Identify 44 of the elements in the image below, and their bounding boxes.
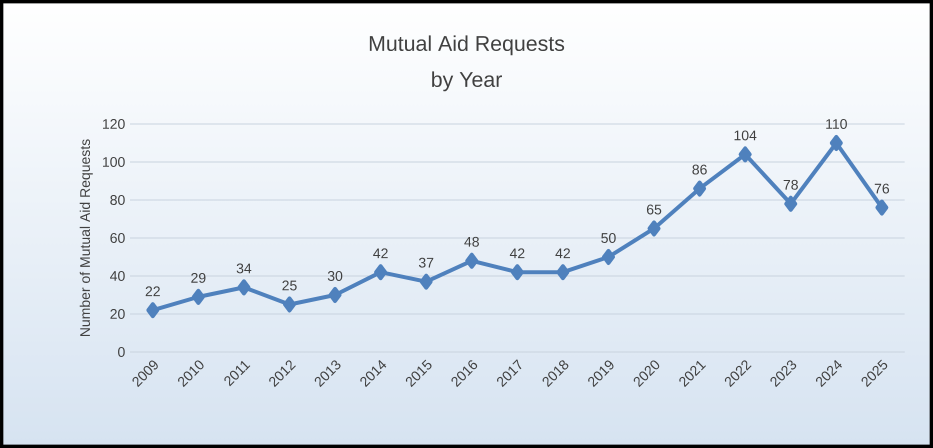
data-label: 34 bbox=[236, 263, 252, 274]
y-axis-title: Number of Mutual Aid Requests bbox=[80, 139, 93, 336]
data-label: 30 bbox=[328, 271, 342, 281]
point bbox=[282, 296, 296, 312]
data-label: 78 bbox=[784, 180, 798, 190]
data-label: 25 bbox=[282, 280, 297, 290]
data-label: 104 bbox=[734, 130, 756, 140]
y-tick-label: 20 bbox=[110, 309, 125, 319]
data-label: 48 bbox=[464, 236, 479, 247]
data-label: 37 bbox=[418, 258, 434, 268]
point bbox=[237, 279, 250, 296]
point bbox=[465, 252, 478, 269]
y-tick-label: 80 bbox=[110, 195, 125, 205]
y-tick-label: 0 bbox=[118, 347, 125, 357]
point bbox=[192, 288, 205, 305]
point bbox=[784, 196, 798, 212]
data-label: 50 bbox=[601, 233, 616, 243]
point bbox=[556, 264, 570, 280]
data-label: 42 bbox=[373, 248, 388, 258]
point bbox=[648, 220, 661, 236]
y-tick-label: 120 bbox=[103, 119, 125, 129]
point bbox=[875, 200, 888, 216]
point bbox=[420, 274, 433, 290]
data-label: 42 bbox=[555, 248, 570, 258]
data-label: 76 bbox=[874, 184, 890, 194]
point bbox=[738, 146, 752, 162]
point bbox=[146, 302, 160, 318]
data-label: 65 bbox=[646, 204, 662, 214]
chart-title: Mutual Aid Requests bbox=[370, 35, 564, 56]
point bbox=[328, 286, 342, 303]
data-label: 86 bbox=[692, 164, 707, 175]
data-label: 22 bbox=[146, 286, 160, 296]
point bbox=[602, 248, 615, 265]
data-label: 29 bbox=[191, 272, 206, 283]
data-label: 42 bbox=[510, 248, 524, 258]
chart-subtitle: by Year bbox=[432, 71, 502, 92]
point bbox=[693, 180, 706, 197]
point bbox=[510, 264, 524, 280]
y-tick-label: 60 bbox=[110, 233, 125, 243]
data-label: 110 bbox=[826, 119, 847, 129]
point bbox=[374, 264, 388, 280]
y-tick-label: 40 bbox=[110, 271, 125, 281]
point bbox=[830, 134, 843, 151]
y-tick-label: 100 bbox=[103, 157, 125, 167]
